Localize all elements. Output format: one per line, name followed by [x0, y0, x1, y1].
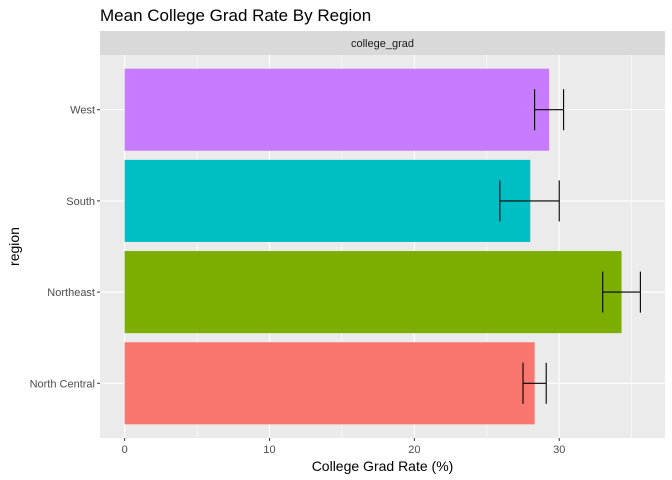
- bar: [124, 159, 531, 242]
- y-tick-label: West: [70, 105, 95, 117]
- y-tick-label: South: [66, 196, 95, 208]
- y-axis-title: region: [6, 227, 22, 266]
- facet-strip: [100, 31, 665, 55]
- facet-strip-label: college_grad: [351, 38, 414, 50]
- x-axis-title: College Grad Rate (%): [312, 458, 454, 474]
- y-tick-label: Northeast: [47, 287, 95, 299]
- bar: [124, 68, 550, 151]
- bar: [124, 342, 535, 425]
- error-bars: [499, 89, 641, 404]
- x-tick-label: 30: [553, 444, 565, 456]
- x-axis: 0 10 20 30: [122, 438, 565, 456]
- x-tick-label: 20: [408, 444, 420, 456]
- x-tick-label: 0: [122, 444, 128, 456]
- x-tick-label: 10: [263, 444, 275, 456]
- y-tick-label: North Central: [30, 378, 95, 390]
- y-axis: North Central Northeast South West: [30, 105, 100, 390]
- chart-title: Mean College Grad Rate By Region: [100, 6, 371, 25]
- bar: [124, 251, 622, 334]
- bars: [124, 68, 622, 425]
